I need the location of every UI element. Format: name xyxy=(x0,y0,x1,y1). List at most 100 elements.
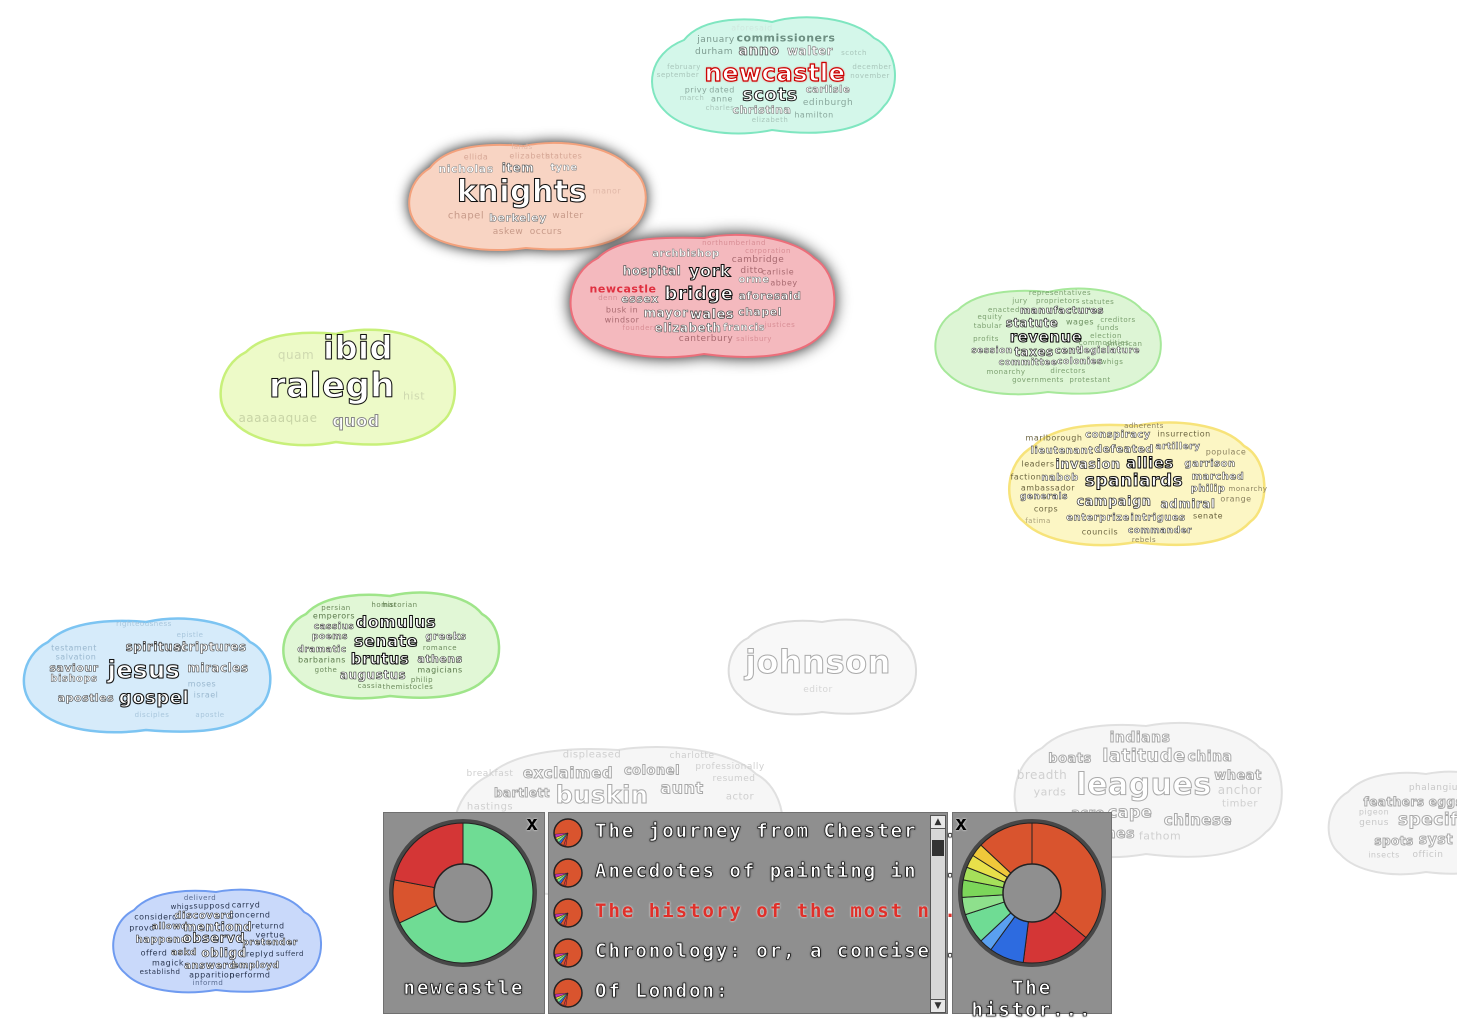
cloud-words: representatives jury proprietors statute… xyxy=(928,282,1166,398)
cloud-word: senate xyxy=(353,631,419,651)
document-list-item[interactable]: The journey from Chester t... xyxy=(549,813,983,853)
topic-cloud-knights[interactable]: nicholas item tyne knights chapel berkel… xyxy=(400,136,658,254)
cloud-word: anne xyxy=(711,94,733,104)
cloud-word: conspiracy xyxy=(1085,429,1151,441)
document-donut-chart[interactable] xyxy=(953,813,1111,983)
cloud-word: september xyxy=(656,71,700,79)
topic-cloud-ralegh[interactable]: ibid quam ralegh aaaaaaquae quod hist xyxy=(212,322,460,450)
cloud-word: statutes xyxy=(1081,298,1115,306)
topic-cloud-johnson[interactable]: johnson editor xyxy=(722,614,920,718)
cloud-word: statutes xyxy=(545,151,583,161)
cloud-shape xyxy=(112,888,322,994)
cloud-word: anchor xyxy=(1217,783,1263,797)
cloud-word: march xyxy=(679,94,705,102)
cloud-word: apparition xyxy=(189,970,235,980)
list-scrollbar[interactable]: ▲ ▼ xyxy=(930,815,946,1013)
cloud-word: election xyxy=(1090,332,1122,340)
cloud-word: provd xyxy=(129,923,155,933)
cloud-word: justices xyxy=(764,321,796,329)
cloud-word: tabular xyxy=(973,322,1003,330)
cloud-word: november xyxy=(850,72,890,80)
cloud-word: insurrection xyxy=(1157,429,1211,439)
document-list-item[interactable]: Anecdotes of painting in E... xyxy=(549,853,983,893)
cloud-word: aunt xyxy=(660,778,704,798)
cloud-word: anno xyxy=(738,43,780,60)
cloud-shape xyxy=(727,618,918,716)
cloud-word: greeks xyxy=(425,631,467,643)
pie-wedge xyxy=(554,832,569,838)
cloud-word: campaign xyxy=(1076,494,1152,510)
topic-donut-chart[interactable] xyxy=(384,813,544,983)
cloud-word: lands xyxy=(511,143,533,151)
cloud-word: bridge xyxy=(664,283,734,305)
cloud-words: deliverd whigs supposd carryd considerd … xyxy=(106,884,326,996)
close-topic-panel-button[interactable]: x xyxy=(526,811,539,835)
cloud-word: hamilton xyxy=(794,110,834,120)
cloud-word: apostles xyxy=(57,691,115,705)
cloud-word: invasion xyxy=(1055,457,1121,473)
cloud-word: wages xyxy=(1065,317,1095,327)
cloud-word: ralegh xyxy=(269,366,395,407)
cloud-word: scots xyxy=(742,84,798,106)
topic-cloud-observd[interactable]: deliverd whigs supposd carryd considerd … xyxy=(106,884,326,996)
topic-donut-panel[interactable]: x newcastle xyxy=(383,811,545,1014)
document-donut-panel[interactable]: x The histor... xyxy=(952,811,1112,1021)
donut-hole xyxy=(433,863,493,923)
topic-cloud-york[interactable]: northumberland archbishop corporation ca… xyxy=(558,228,848,364)
cloud-word: jesus xyxy=(107,656,181,685)
cloud-word: concernd xyxy=(229,910,271,920)
topic-cloud-spaniards[interactable]: adherents marlborough conspiracy insurre… xyxy=(998,416,1272,552)
cloud-word: augustus xyxy=(339,668,407,683)
cloud-word: carlisle xyxy=(805,84,851,96)
cloud-word: protestant xyxy=(1069,376,1111,384)
document-list-item[interactable]: The history of the most no... xyxy=(549,893,983,933)
cloud-words: homar historian persian emperors cassius… xyxy=(276,586,504,702)
cloud-word: allies xyxy=(1126,454,1174,473)
document-list[interactable]: The journey from Chester t... Anecdotes o… xyxy=(548,812,983,1014)
cloud-word: commander xyxy=(1127,526,1193,537)
cloud-word: resumed xyxy=(712,774,756,784)
cloud-word: ditto xyxy=(740,266,764,276)
cloud-word: canterbury xyxy=(678,334,734,344)
cloud-word: nicholas xyxy=(438,162,494,176)
cloud-word: timber xyxy=(1221,798,1259,810)
cloud-word: proprietors xyxy=(1035,297,1081,305)
cloud-word: obligd xyxy=(201,946,247,961)
scroll-down-arrow[interactable]: ▼ xyxy=(931,999,945,1012)
cloud-word: nabob xyxy=(1041,472,1079,484)
close-document-panel-button[interactable]: x xyxy=(955,811,968,835)
topic-cloud-jesus[interactable]: righteousness spiritual scriptures testa… xyxy=(16,612,278,736)
cloud-word: wheat xyxy=(1214,768,1262,784)
document-list-item[interactable]: Of London: xyxy=(549,973,929,1013)
cloud-word: discoverd xyxy=(174,910,234,922)
document-list-item[interactable]: Chronology: or, a concise ... xyxy=(549,933,983,973)
pie-wedge xyxy=(554,992,569,998)
cloud-word: disciples xyxy=(134,711,170,719)
topic-cloud-newcastle[interactable]: aforesaid january commissioners durham a… xyxy=(644,10,900,138)
cloud-word: wales xyxy=(689,307,735,323)
cloud-word: bartlett xyxy=(493,786,551,801)
topic-cloud-domulus[interactable]: homar historian persian emperors cassius… xyxy=(276,586,504,702)
cloud-word: chapel xyxy=(738,305,782,319)
cloud-word: monarchy xyxy=(1228,485,1268,493)
cloud-word: item xyxy=(501,161,535,176)
topic-cloud-revenue[interactable]: representatives jury proprietors statute… xyxy=(928,282,1166,398)
cloud-word: salisbury xyxy=(736,335,772,343)
scroll-thumb[interactable] xyxy=(932,840,944,856)
cloud-word: insects xyxy=(1368,850,1400,860)
cloud-word: supposd xyxy=(193,901,231,911)
cloud-word: taxes xyxy=(1014,345,1054,360)
cloud-word: orme xyxy=(738,274,770,286)
cloud-word: feathers xyxy=(1363,795,1425,810)
scroll-up-arrow[interactable]: ▲ xyxy=(931,816,945,829)
cloud-word: elizabeth xyxy=(654,321,722,336)
cloud-word: founders xyxy=(622,324,658,332)
cloud-words: johnson editor xyxy=(722,614,920,718)
cloud-word: marched xyxy=(1191,471,1245,483)
cloud-word: generals xyxy=(1019,492,1069,503)
cloud-word: spaniards xyxy=(1084,471,1184,492)
cloud-word: profits xyxy=(973,335,999,343)
cloud-word: privy xyxy=(684,85,708,95)
